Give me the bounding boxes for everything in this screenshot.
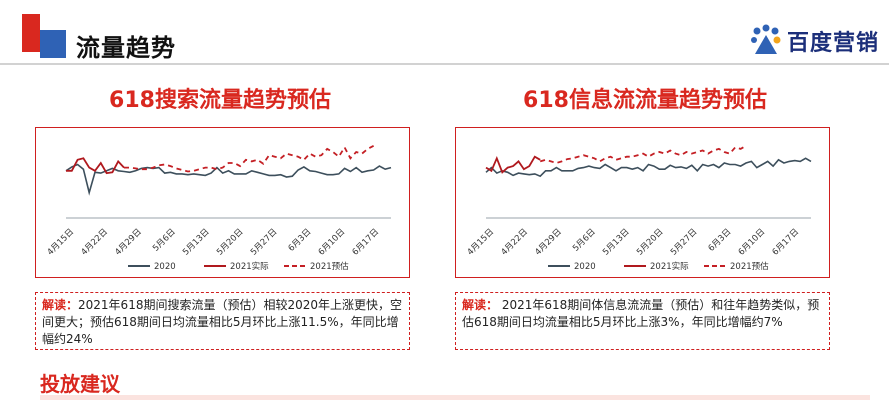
legend-label: 2020 (154, 262, 176, 272)
legend-label: 2021预估 (730, 261, 769, 272)
baidu-marketing-logo-icon (750, 24, 781, 54)
x-tick-label: 5月27日 (669, 227, 700, 258)
note-text: 2021年618期间体信息流流量（预估）和往年趋势类似，预估618期间日均流量相… (462, 298, 820, 329)
interpretation-search: 解读：2021年618期间搜索流量（预估）相较2020年上涨更快，空间更大；预估… (35, 292, 410, 350)
brand-logo: 百度营销 (749, 24, 879, 58)
x-tick-label: 6月17日 (351, 227, 382, 258)
legend-label: 2021实际 (650, 261, 689, 272)
header-decor-blue (40, 30, 66, 58)
chart-title-search: 618搜索流量趋势预估 (109, 88, 331, 113)
x-tick-label: 6月3日 (287, 227, 314, 254)
x-tick-label: 6月17日 (771, 227, 802, 258)
x-tick-label: 5月27日 (249, 227, 280, 258)
legend-label: 2020 (574, 262, 596, 272)
x-tick-label: 4月29日 (533, 227, 564, 258)
chart-panel-search: 4月15日 4月22日 4月29日 5月6日 5月13日 5月20日 5月27日 6月3日 6月… (35, 127, 410, 278)
section-title-recommendation: 投放建议 (40, 372, 120, 396)
legend-label: 2021实际 (230, 261, 269, 272)
x-tick-label: 5月13日 (181, 227, 212, 258)
x-tick-label: 5月6日 (571, 227, 598, 254)
x-tick-label: 4月15日 (46, 227, 77, 258)
legend-label: 2021预估 (310, 261, 349, 272)
chart-search: 4月15日 4月22日 4月29日 5月6日 5月13日 5月20日 5月27日 6月3日 6月… (46, 145, 392, 272)
interpretation-feed: 解读： 2021年618期间体信息流流量（预估）和往年趋势类似，预估618期间日… (455, 292, 830, 350)
x-tick-label: 6月10日 (737, 227, 768, 258)
x-tick-label: 5月13日 (601, 227, 632, 258)
x-tick-label: 5月6日 (151, 227, 178, 254)
chart-feed: 4月15日 4月22日 4月29日 5月6日 5月13日 5月20日 5月27日 6月3日 6月… (466, 145, 812, 272)
x-tick-label: 4月15日 (466, 227, 497, 258)
header-divider (0, 63, 889, 65)
series-line-forecast (539, 145, 747, 164)
series-line-actual (66, 157, 125, 175)
chart-title-feed: 618信息流流量趋势预估 (523, 88, 767, 113)
x-tick-label: 4月22日 (499, 227, 530, 258)
series-line-forecast (124, 145, 375, 173)
x-tick-label: 4月22日 (79, 227, 110, 258)
section-bar (40, 395, 870, 400)
brand-name: 百度营销 (786, 31, 879, 56)
x-tick-label: 5月20日 (635, 227, 666, 258)
note-label: 解读： (462, 298, 499, 312)
x-tick-label: 5月20日 (215, 227, 246, 258)
series-line-2020 (485, 157, 812, 178)
x-tick-label: 6月3日 (707, 227, 734, 254)
page-title: 流量趋势 (76, 34, 176, 62)
note-label: 解读： (42, 298, 79, 312)
x-tick-label: 4月29日 (113, 227, 144, 258)
note-text: 2021年618期间搜索流量（预估）相较2020年上涨更快，空间更大；预估618… (42, 298, 402, 346)
series-line-2020 (65, 163, 392, 196)
chart-panel-feed: 4月15日 4月22日 4月29日 5月6日 5月13日 5月20日 5月27日 6月3日 6月… (455, 127, 830, 278)
series-line-actual (485, 155, 541, 174)
x-tick-label: 6月10日 (317, 227, 348, 258)
header-decor-red (22, 14, 40, 52)
